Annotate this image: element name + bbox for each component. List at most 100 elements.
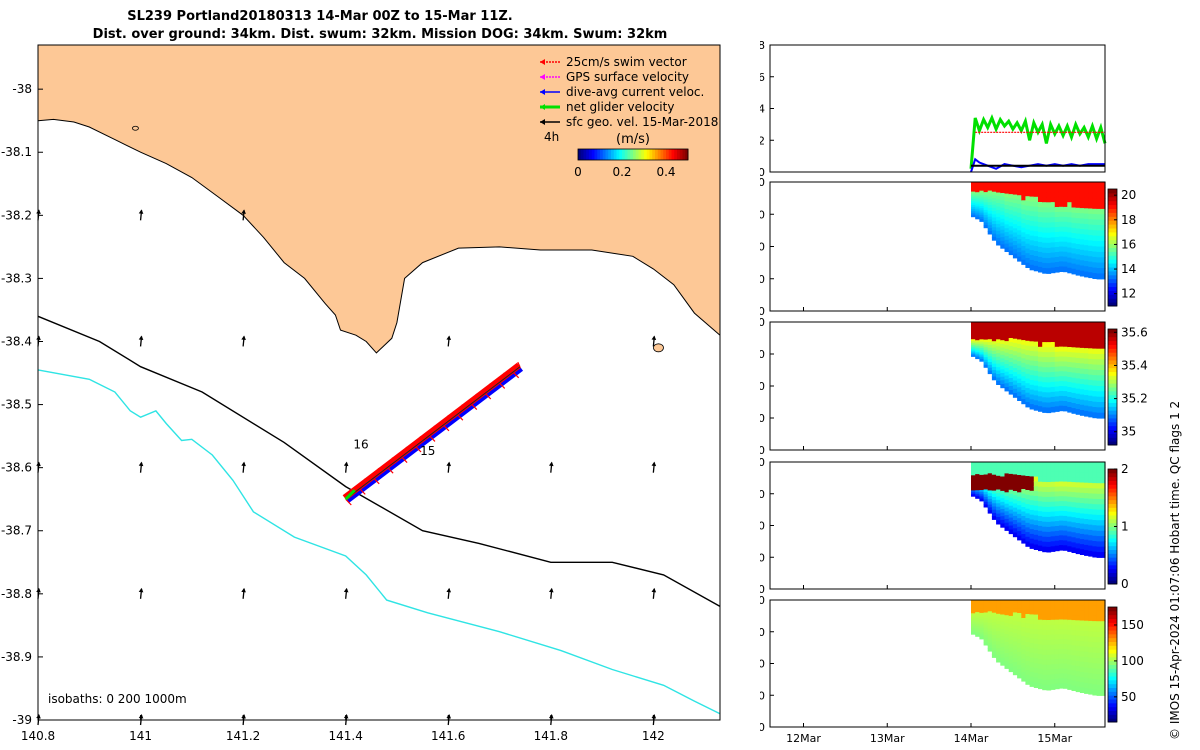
- chla-cell: [983, 474, 989, 478]
- salinity-cell: [991, 360, 997, 365]
- colorbar-unit: (m/s): [616, 132, 650, 147]
- oxygen-cell: [1046, 625, 1052, 631]
- chla-cell: [1000, 483, 1006, 488]
- oxygen-cell: [1029, 609, 1035, 615]
- salinity-cell: [983, 344, 989, 348]
- oxygen-cell: [1038, 619, 1043, 626]
- chla-cell: [1033, 476, 1039, 483]
- oxygen-cell: [1017, 604, 1022, 610]
- chla-cell: [1067, 501, 1073, 508]
- chla-cell: [996, 499, 1001, 504]
- salinity-cell: [1096, 359, 1102, 366]
- salinity-cell: [1092, 401, 1098, 408]
- temperature-cell: [1096, 262, 1102, 269]
- salinity-cell: [1063, 386, 1068, 392]
- oxygen-cell: [1046, 669, 1052, 676]
- profile-panels: 00.20.40.60.8velocity magnitude (m/s)050…: [760, 39, 1148, 745]
- salinity-cell: [1012, 393, 1018, 398]
- salinity-cell: [1029, 399, 1035, 405]
- oxygen-cell: [1100, 684, 1106, 691]
- oxygen-cell: [1033, 604, 1039, 611]
- salinity-cell: [1092, 391, 1098, 397]
- chla-cell: [1096, 525, 1102, 532]
- temperature-cell: [1046, 247, 1052, 254]
- oxygen-cell: [1008, 627, 1014, 633]
- oxygen-cell: [1038, 659, 1043, 665]
- salinity-cell: [1004, 375, 1010, 380]
- colorbar-segment: [638, 149, 642, 160]
- salinity-cell: [1084, 332, 1089, 339]
- temperature-cell: [1017, 186, 1022, 192]
- chla-cell: [1088, 462, 1094, 468]
- salinity-cell: [979, 328, 985, 332]
- temperature-cell: [1012, 232, 1018, 238]
- chla-cell: [1033, 496, 1039, 502]
- temperature-cell: [1029, 196, 1035, 203]
- salinity-cell: [1063, 341, 1068, 348]
- chla-cell: [1071, 507, 1077, 513]
- temperature-cell: [1058, 266, 1064, 272]
- chla-cell: [1017, 513, 1022, 519]
- salinity-cell: [1021, 376, 1027, 382]
- chla-cell: [1100, 467, 1106, 474]
- oxygen-cell: [1050, 605, 1056, 611]
- isobath-1000m: [37, 369, 721, 715]
- salinity-cell: [1004, 371, 1010, 377]
- chla-cell: [1012, 515, 1018, 521]
- oxygen-cell: [979, 636, 985, 640]
- oxygen-cell: [1079, 615, 1085, 622]
- oxygen-cell: [1042, 679, 1047, 686]
- chla-cell: [975, 490, 980, 493]
- salinity-cell: [1067, 332, 1073, 338]
- colorbar-segment: [671, 149, 675, 160]
- oxygen-cell: [1092, 636, 1098, 643]
- temperature-cell: [1084, 224, 1089, 230]
- temperature-cell: [1046, 197, 1052, 203]
- temperature-colorbar-segment: [1108, 192, 1117, 198]
- oxygen-cell: [1092, 626, 1098, 633]
- temperature-cell: [987, 207, 993, 212]
- swim-vector: [419, 436, 423, 442]
- salinity-colorbar-frame: [1107, 328, 1118, 446]
- salinity-cell: [1071, 367, 1077, 374]
- salinity-cell: [1025, 383, 1031, 389]
- oxygen-cell: [996, 620, 1001, 625]
- oxygen-cell: [1012, 612, 1018, 618]
- oxygen-colorbar-segment: [1108, 676, 1117, 681]
- temperature-cell: [1063, 256, 1068, 263]
- temperature-cell: [987, 231, 993, 235]
- salinity-cell: [987, 362, 993, 366]
- temperature-cell: [987, 219, 993, 223]
- temperature-cell: [1025, 243, 1031, 249]
- map-xtick-label: 141.8: [534, 729, 568, 743]
- salinity-cell: [1075, 332, 1081, 338]
- temperature-cell: [1021, 204, 1027, 210]
- temperature-cell: [1017, 212, 1022, 218]
- chla-cell: [1084, 487, 1089, 494]
- temperature-cell: [1050, 187, 1056, 193]
- salinity-cell: [1092, 369, 1098, 376]
- chla-cell: [975, 462, 980, 465]
- chla-cell: [1058, 525, 1064, 531]
- salinity-cell: [1058, 351, 1064, 357]
- chla-cell: [1088, 540, 1094, 547]
- oxygen-cell: [987, 636, 993, 641]
- oxygen-cell: [1063, 619, 1068, 626]
- chla-cell: [1075, 492, 1081, 499]
- chla-cell: [1058, 486, 1064, 492]
- chla-cell: [1038, 462, 1043, 468]
- oxygen-cell: [1079, 677, 1085, 683]
- salinity-cell: [971, 333, 976, 336]
- salinity-cell: [1025, 359, 1031, 365]
- oxygen-cell: [1008, 635, 1014, 641]
- oxygen-cell: [975, 626, 980, 629]
- temperature-cell: [1038, 192, 1043, 198]
- chla-cell: [1092, 472, 1098, 479]
- salinity-cell: [1088, 390, 1094, 397]
- temperature-cell: [1004, 232, 1010, 237]
- temperature-cell: [983, 184, 989, 188]
- velocity-ytick-label: 0.8: [760, 39, 765, 52]
- chla-cell: [1046, 536, 1052, 543]
- salinity-cell: [1096, 412, 1102, 419]
- chla-cell: [987, 487, 993, 491]
